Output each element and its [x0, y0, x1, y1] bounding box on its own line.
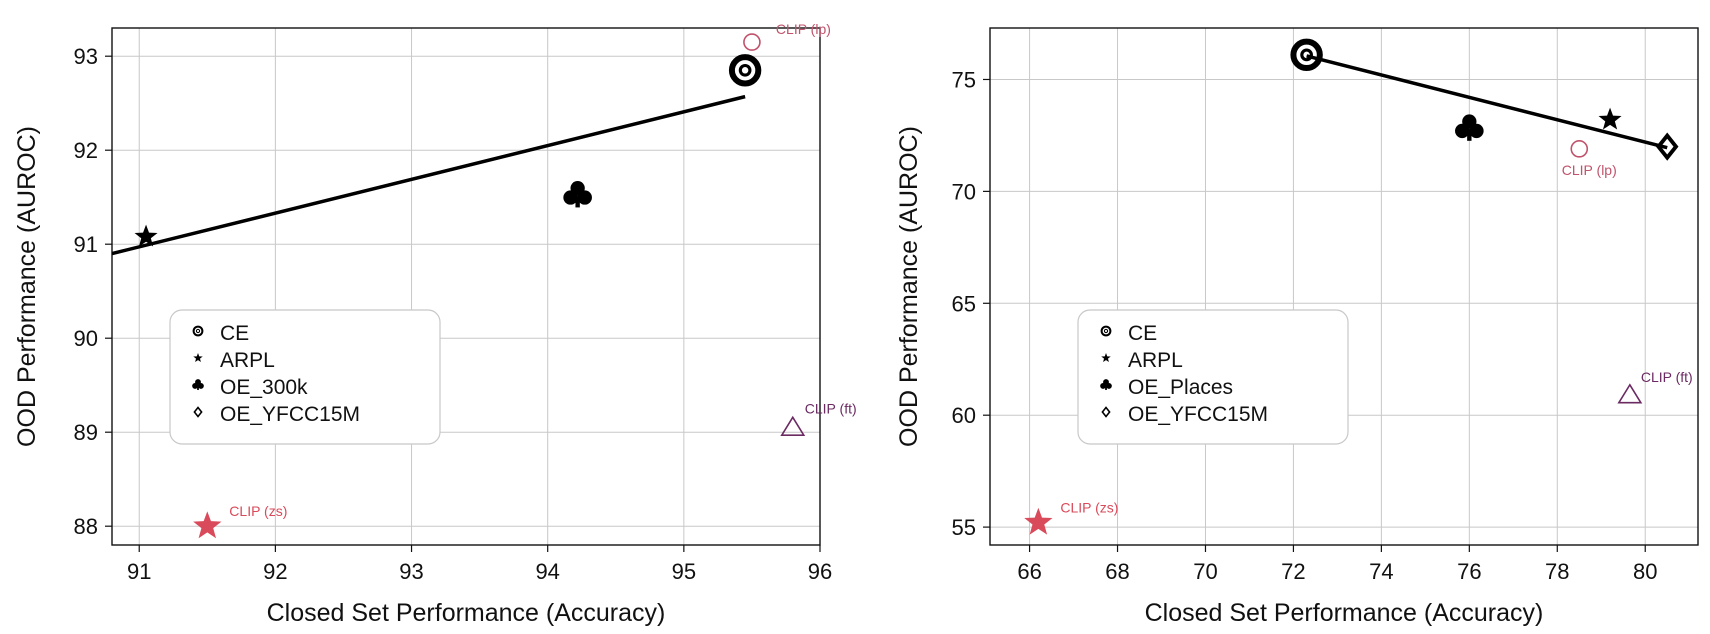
legend-label: CE: [1128, 322, 1157, 345]
legend-marker-inner: [195, 328, 201, 334]
clip-point-clip-zs-label: CLIP (zs): [229, 503, 287, 519]
plot-frame: [989, 27, 1699, 546]
y-tick-label: 65: [952, 291, 976, 316]
point-ce-inner: [738, 63, 752, 77]
legend-marker-lobe-left: [1100, 382, 1106, 389]
legend-marker: [1101, 406, 1111, 418]
legend-box: [169, 309, 441, 445]
legend-label: OE_YFCC15M: [1128, 403, 1268, 426]
plot-frame: [111, 27, 821, 546]
legend: CE ARPL OE_Places OE_YFCC15M: [1077, 309, 1349, 445]
x-tick-label: 70: [1193, 559, 1217, 584]
legend-marker-lobe-left: [192, 382, 198, 389]
x-tick-label: 91: [127, 559, 151, 584]
point-oe-300k: [563, 181, 592, 208]
y-tick-label: 91: [74, 232, 98, 257]
y-tick-label: 88: [74, 514, 98, 539]
clip-point-clip-zs: [193, 511, 222, 539]
legend-label: ARPL: [220, 349, 275, 372]
legend-label: OE_Places: [1128, 376, 1233, 399]
x-tick-label: 72: [1281, 559, 1305, 584]
legend-label: OE_300k: [220, 376, 308, 399]
clip-point-clip-lp: [743, 33, 761, 51]
legend-marker: [1100, 379, 1112, 390]
clip-point-clip-zs-label: CLIP (zs): [1060, 500, 1118, 516]
point-arpl: [134, 224, 158, 247]
y-tick-label: 70: [952, 179, 976, 204]
y-tick-label: 55: [952, 515, 976, 540]
clip-point-clip-ft-label: CLIP (ft): [805, 401, 857, 417]
legend-marker: [193, 406, 203, 418]
clip-point-clip-ft: [1617, 383, 1643, 404]
point-oe-300k-lobe-left: [563, 190, 578, 205]
y-tick-label: 60: [952, 403, 976, 428]
y-axis-title: OOD Performance (AUROC): [13, 126, 41, 447]
legend-marker: [192, 379, 204, 390]
y-tick-label: 92: [74, 138, 98, 163]
trend-line: [1306, 54, 1668, 150]
x-tick-label: 95: [672, 559, 696, 584]
x-tick-label: 78: [1545, 559, 1569, 584]
y-tick-label: 75: [952, 67, 976, 92]
grid: [990, 28, 1698, 545]
legend-label: ARPL: [1128, 349, 1183, 372]
y-tick-label: 89: [74, 420, 98, 445]
point-oe-yfcc15m: [1655, 132, 1679, 161]
x-tick-label: 93: [399, 559, 423, 584]
legend-marker-lobe-right: [1106, 382, 1112, 389]
legend-marker-inner: [1103, 328, 1109, 334]
x-tick-label: 80: [1633, 559, 1657, 584]
point-ce: [1290, 38, 1323, 72]
legend: CE ARPL OE_300k OE_YFCC15M: [169, 309, 441, 445]
chart-panel-2: 66 68 70 72 74 76 78 80 55 60 65 70 75 Closed Set Per…: [895, 27, 1699, 627]
point-ce: [728, 54, 762, 87]
point-ce-inner: [1300, 48, 1313, 62]
x-tick-label: 74: [1369, 559, 1393, 584]
legend-marker-stem: [197, 385, 199, 390]
x-axis-title: Closed Set Performance (Accuracy): [1145, 599, 1544, 627]
y-axis-title: OOD Performance (AUROC): [895, 126, 923, 447]
point-oe-places-lobe-right: [1469, 123, 1484, 139]
chart-panel-1: 91 92 93 94 95 96 88 89 90 91 92 93 Closed Set Perfo…: [13, 21, 857, 627]
x-tick-label: 68: [1105, 559, 1129, 584]
x-tick-label: 92: [263, 559, 287, 584]
x-tick-label: 96: [808, 559, 832, 584]
clip-point-clip-ft-label: CLIP (ft): [1641, 369, 1693, 385]
y-tick-label: 93: [74, 44, 98, 69]
point-oe-places-lobe-left: [1455, 123, 1470, 139]
legend-marker: [192, 325, 204, 337]
clip-point-clip-lp: [1570, 140, 1589, 158]
legend-marker: [193, 353, 203, 362]
x-tick-label: 66: [1017, 559, 1041, 584]
x-axis-title: Closed Set Performance (Accuracy): [267, 599, 666, 627]
x-tick-label: 94: [535, 559, 559, 584]
point-oe-300k-lobe-right: [577, 190, 592, 205]
legend-label: OE_YFCC15M: [220, 403, 360, 426]
legend-label: CE: [220, 322, 249, 345]
x-tick-label: 76: [1457, 559, 1481, 584]
legend-marker-stem: [1105, 385, 1107, 390]
legend-marker-lobe-right: [198, 382, 204, 389]
point-oe-places: [1455, 114, 1484, 141]
legend-box: [1077, 309, 1349, 445]
legend-marker: [1100, 325, 1112, 337]
point-oe-places-stem: [1467, 128, 1472, 141]
legend-marker: [1101, 353, 1111, 362]
clip-point-clip-lp-label: CLIP (lp): [776, 21, 831, 37]
y-tick-label: 90: [74, 326, 98, 351]
trend-line: [111, 94, 746, 256]
clip-point-clip-ft: [780, 415, 806, 436]
clip-point-clip-zs: [1024, 507, 1053, 535]
clip-point-clip-lp-label: CLIP (lp): [1562, 162, 1617, 178]
point-oe-300k-stem: [575, 195, 580, 208]
point-arpl: [1598, 107, 1622, 130]
